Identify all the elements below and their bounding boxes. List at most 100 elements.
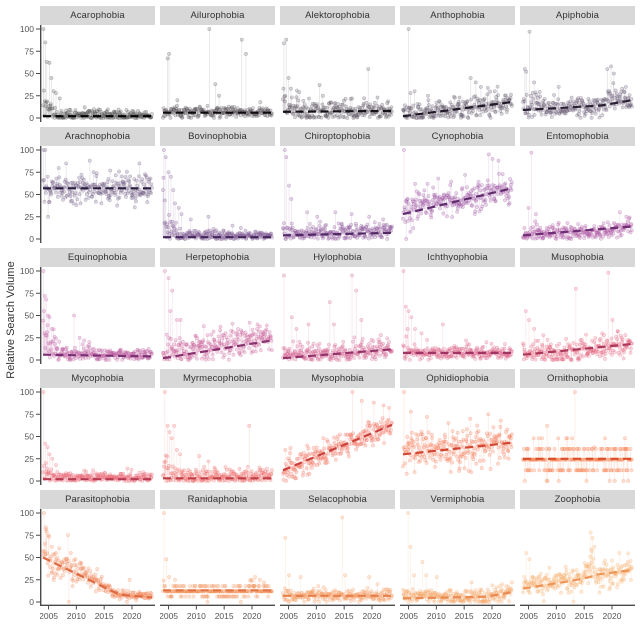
x-tick-label: 2015	[575, 611, 594, 621]
facet-panel	[281, 273, 394, 362]
facet-title: Mycophobia	[71, 373, 124, 384]
facet-myrmecophobia: Myrmecophobia	[160, 369, 275, 485]
y-tick-label: 25	[25, 91, 35, 101]
facet-title: Zoophobia	[554, 494, 601, 505]
facet-apiphobia: Apiphobia	[520, 6, 635, 122]
facet-strip: Anthophobia	[400, 6, 515, 25]
facet-panel	[161, 390, 274, 483]
x-axis-ticks: 2005 2010 2015 2020	[400, 606, 502, 621]
facet-strip: Ailurophobia	[160, 6, 275, 25]
x-tick-label: 2005	[40, 611, 58, 621]
facet-panel	[521, 390, 634, 483]
facet-strip: Alektorophobia	[280, 6, 395, 25]
y-tick-label: 0	[29, 234, 34, 244]
facet-panel	[40, 25, 154, 122]
facet-bovinophobia: Bovinophobia	[160, 127, 275, 243]
facet-title: Anthophobia	[430, 10, 485, 21]
facet-title: Herpetophobia	[185, 252, 250, 263]
facet-panel	[161, 148, 274, 241]
y-tick-label: 100	[20, 24, 34, 34]
facet-title: Mysophobia	[311, 373, 364, 384]
facet-panel	[161, 269, 274, 362]
x-tick-label: 2020	[363, 611, 382, 621]
facet-title: Ranidaphobia	[187, 494, 248, 505]
facet-panel	[520, 530, 635, 606]
facet-ailurophobia: Ailurophobia	[160, 6, 275, 122]
x-tick-label: 2010	[67, 611, 86, 621]
x-tick-label: 2020	[123, 611, 142, 621]
y-tick-label: 25	[25, 454, 35, 464]
facet-anthophobia: Anthophobia	[400, 6, 515, 122]
facet-strip: Acarophobia	[40, 6, 155, 25]
facet-strip: Entomophobia	[520, 127, 635, 146]
facet-panel	[401, 390, 514, 476]
y-tick-label: 50	[25, 553, 35, 563]
facet-ornithophobia: Ornithophobia	[520, 369, 635, 485]
x-tick-label: 2020	[243, 611, 262, 621]
facet-panel	[521, 270, 634, 362]
facet-panel	[281, 148, 394, 241]
y-tick-label: 0	[29, 476, 34, 486]
y-axis-ticks: 100 75 50 25 0	[20, 387, 40, 486]
facet-alektorophobia: Alektorophobia	[280, 6, 395, 122]
facet-strip: Chiroptophobia	[280, 127, 395, 146]
facet-mycophobia: Mycophobia	[40, 369, 155, 485]
y-tick-label: 25	[25, 333, 35, 343]
facet-cynophobia: Cynophobia	[400, 127, 515, 243]
x-tick-label: 2015	[455, 611, 474, 621]
facet-herpetophobia: Herpetophobia	[160, 248, 275, 364]
facet-panel	[281, 37, 394, 120]
x-tick-label: 2015	[335, 611, 354, 621]
x-tick-label: 2005	[160, 611, 178, 621]
facet-panel	[281, 390, 394, 483]
x-tick-label: 2010	[187, 611, 206, 621]
facet-zoophobia: Zoophobia	[520, 490, 635, 606]
facet-strip: Equinophobia	[40, 248, 155, 267]
facet-title: Selacophobia	[308, 494, 367, 505]
facet-strip: Hylophobia	[280, 248, 395, 267]
y-tick-label: 75	[25, 409, 35, 419]
y-tick-label: 0	[29, 597, 34, 607]
x-tick-label: 2010	[547, 611, 566, 621]
facet-strip: Herpetophobia	[160, 248, 275, 267]
facet-title: Bovinophobia	[188, 131, 247, 142]
facet-strip: Zoophobia	[520, 490, 635, 509]
x-tick-label: 2020	[603, 611, 622, 621]
y-axis-ticks: 100 75 50 25 0	[20, 508, 40, 607]
facet-ophidiophobia: Ophidiophobia	[400, 369, 515, 485]
y-tick-label: 75	[25, 46, 35, 56]
x-axis-ticks: 2005 2010 2015 2020	[40, 606, 142, 621]
facet-title: Musophobia	[551, 252, 604, 263]
facet-parasitophobia: Parasitophobia	[40, 490, 155, 606]
facet-ichthyophobia: Ichthyophobia	[400, 248, 515, 364]
facet-panel	[401, 148, 514, 241]
facet-panel	[40, 146, 154, 243]
y-tick-label: 75	[25, 530, 35, 540]
x-axis-ticks: 2005 2010 2015 2020	[160, 606, 262, 621]
facet-title: Vermiphobia	[430, 494, 485, 505]
facet-strip: Ranidaphobia	[160, 490, 275, 509]
facet-title: Cynophobia	[431, 131, 484, 142]
facet-panel	[401, 27, 514, 120]
x-tick-label: 2015	[95, 611, 114, 621]
facet-strip: Parasitophobia	[40, 490, 155, 509]
facet-panel	[40, 388, 154, 485]
facet-panel	[521, 150, 634, 241]
y-tick-label: 50	[25, 432, 35, 442]
facet-title: Entomophobia	[546, 131, 609, 142]
facet-title: Myrmecophobia	[183, 373, 252, 384]
facet-selacophobia: Selacophobia	[280, 490, 395, 606]
x-tick-label: 2010	[427, 611, 446, 621]
facet-strip: Ornithophobia	[520, 369, 635, 388]
y-tick-label: 25	[25, 575, 35, 585]
facet-strip: Vermiphobia	[400, 490, 515, 509]
facet-musophobia: Musophobia	[520, 248, 635, 364]
facet-panel	[521, 29, 634, 120]
facet-panel	[401, 269, 514, 362]
y-tick-label: 50	[25, 69, 35, 79]
y-tick-label: 25	[25, 212, 35, 222]
y-axis-ticks: 100 75 50 25 0	[20, 24, 40, 123]
facet-title: Alektorophobia	[305, 10, 370, 21]
facet-title: Ornithophobia	[547, 373, 608, 384]
